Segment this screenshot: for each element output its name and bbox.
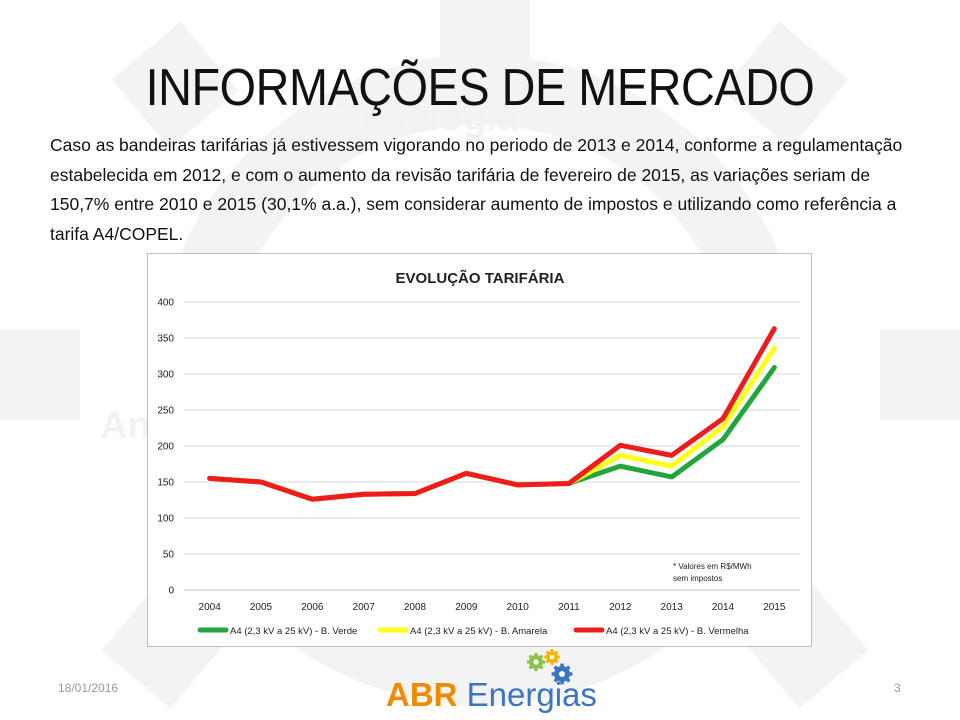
background-watermark-text: Tecnologia bbox=[320, 97, 519, 139]
data-point bbox=[311, 498, 313, 500]
chart-frame: EVOLUÇÃO TARIFÁRIA 0 50 100 150 200 250 300 350… bbox=[147, 253, 812, 647]
background-watermark-text: An bbox=[100, 405, 151, 447]
slide-title: INFORMAÇÕES DE MERCADO bbox=[145, 59, 815, 117]
x-tick-label: 2006 bbox=[301, 602, 324, 613]
data-point bbox=[671, 476, 673, 478]
x-tick-label: 2007 bbox=[353, 602, 376, 613]
x-tick-label: 2009 bbox=[455, 602, 478, 613]
data-point bbox=[517, 484, 519, 486]
x-tick-label: 2008 bbox=[404, 602, 427, 613]
data-point bbox=[671, 454, 673, 456]
gear-shape bbox=[544, 649, 560, 665]
logo-energias: Energias bbox=[457, 676, 597, 713]
data-point bbox=[619, 465, 621, 467]
logo-abr: ABR bbox=[386, 676, 458, 713]
x-tick-label: 2004 bbox=[199, 602, 222, 613]
y-tick-label: 400 bbox=[157, 298, 174, 309]
y-tick-label: 350 bbox=[157, 334, 174, 345]
data-point bbox=[568, 482, 570, 484]
data-point bbox=[773, 367, 775, 369]
data-point bbox=[619, 444, 621, 446]
chart-title: EVOLUÇÃO TARIFÁRIA bbox=[396, 269, 565, 287]
x-tick-label: 2012 bbox=[609, 602, 632, 613]
y-tick-label: 0 bbox=[168, 586, 174, 597]
x-tick-label: 2013 bbox=[661, 602, 684, 613]
y-tick-label: 250 bbox=[157, 406, 174, 417]
data-point bbox=[363, 493, 365, 495]
data-point bbox=[260, 481, 262, 483]
data-point bbox=[619, 454, 621, 456]
y-tick-label: 200 bbox=[157, 442, 174, 453]
y-tick-label: 50 bbox=[163, 550, 175, 561]
data-point bbox=[671, 465, 673, 467]
data-point bbox=[414, 493, 416, 495]
y-tick-label: 150 bbox=[157, 478, 174, 489]
logo-text: ABR Energias bbox=[386, 676, 597, 714]
chart-note-line: sem impostos bbox=[673, 574, 722, 583]
chart-note-line: * Valores em R$/MWh bbox=[673, 562, 752, 571]
gear-shape bbox=[551, 663, 573, 685]
data-point bbox=[209, 477, 211, 479]
x-tick-label: 2015 bbox=[763, 602, 786, 613]
page-number: 3 bbox=[894, 681, 901, 695]
data-point bbox=[465, 472, 467, 474]
y-tick-label: 300 bbox=[157, 370, 174, 381]
x-tick-label: 2011 bbox=[558, 602, 580, 613]
gear-shape bbox=[526, 652, 546, 672]
y-tick-label: 100 bbox=[157, 514, 174, 525]
abr-energias-logo: ABR Energias bbox=[384, 648, 597, 720]
data-point bbox=[722, 418, 724, 420]
x-tick-label: 2005 bbox=[250, 602, 273, 613]
legend-label: A4 (2,3 kV a 25 kV) - B. Vermelha bbox=[606, 626, 749, 637]
gears-icon bbox=[526, 649, 573, 685]
series-line bbox=[207, 326, 777, 502]
slide-body-text: Caso as bandeiras tarifárias já estivess… bbox=[50, 135, 903, 244]
data-point bbox=[773, 328, 775, 330]
data-point bbox=[773, 347, 775, 349]
tariff-evolution-chart: EVOLUÇÃO TARIFÁRIA 0 50 100 150 200 250 300 350… bbox=[157, 269, 800, 637]
data-point bbox=[722, 439, 724, 441]
data-point bbox=[722, 426, 724, 428]
x-tick-label: 2014 bbox=[712, 602, 735, 613]
legend-label: A4 (2,3 kV a 25 kV) - B. Verde bbox=[230, 626, 357, 637]
footer-date: 18/01/2016 bbox=[58, 681, 119, 695]
legend-label: A4 (2,3 kV a 25 kV) - B. Amarela bbox=[410, 626, 548, 637]
x-tick-label: 2010 bbox=[507, 602, 530, 613]
